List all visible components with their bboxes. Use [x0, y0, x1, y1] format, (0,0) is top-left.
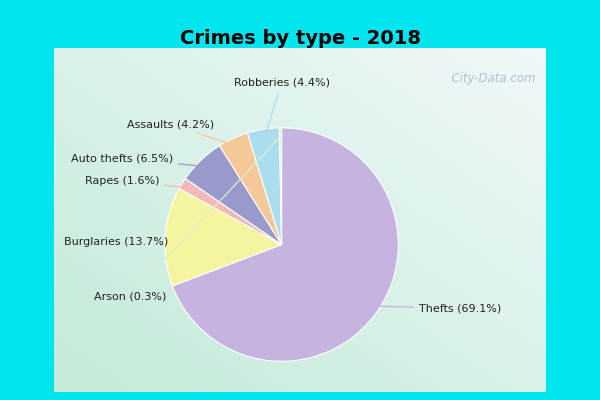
Wedge shape: [280, 128, 281, 244]
Text: Thefts (69.1%): Thefts (69.1%): [373, 304, 501, 314]
Text: Robberies (4.4%): Robberies (4.4%): [233, 77, 329, 135]
Wedge shape: [172, 128, 398, 361]
Wedge shape: [220, 133, 281, 244]
Wedge shape: [185, 146, 281, 244]
Text: Rapes (1.6%): Rapes (1.6%): [85, 176, 187, 188]
Wedge shape: [165, 188, 281, 286]
Text: City-Data.com: City-Data.com: [444, 72, 536, 85]
Text: Auto thefts (6.5%): Auto thefts (6.5%): [71, 154, 204, 166]
Text: Burglaries (13.7%): Burglaries (13.7%): [64, 237, 174, 247]
Wedge shape: [248, 128, 281, 244]
Text: Arson (0.3%): Arson (0.3%): [94, 138, 278, 301]
Text: Assaults (4.2%): Assaults (4.2%): [127, 119, 234, 145]
Wedge shape: [179, 178, 281, 244]
Text: Crimes by type - 2018: Crimes by type - 2018: [179, 29, 421, 48]
